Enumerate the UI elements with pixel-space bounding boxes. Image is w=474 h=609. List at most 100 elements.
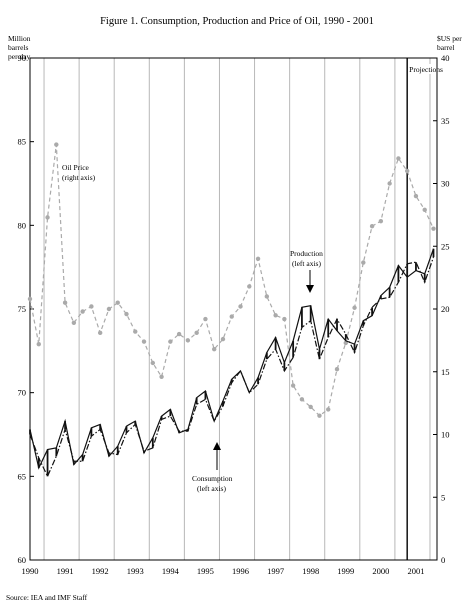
x-tick-label: 2000	[372, 566, 389, 576]
left-axis-label-line1: Million	[8, 34, 31, 43]
x-tick-label: 1995	[197, 566, 214, 576]
right-tick-label: 25	[441, 241, 450, 251]
projection-label-background	[408, 64, 449, 74]
oil-price-point	[422, 207, 427, 213]
oil-price-point	[238, 304, 243, 309]
left-tick-label: 80	[18, 220, 27, 230]
consumption-line	[29, 256, 435, 478]
oil-price-point	[150, 360, 156, 366]
oil-price-point	[273, 313, 278, 318]
oil-price-point	[106, 306, 112, 312]
oil-price-point	[334, 367, 340, 372]
plot-frame	[29, 57, 438, 561]
oil-price-point	[45, 215, 50, 220]
oil-price-point	[404, 168, 410, 174]
x-tick-label: 1999	[337, 566, 354, 576]
oil-price-point	[203, 316, 208, 322]
right-tick-label: 40	[441, 53, 450, 63]
x-tick-label: 1992	[92, 566, 109, 576]
right-tick-label: 15	[441, 367, 450, 377]
annotation-consumption: Consumption (left axis)	[192, 442, 233, 493]
oil-price-point	[159, 374, 164, 379]
oil-price-point	[89, 304, 94, 309]
oil-price-point	[97, 330, 103, 336]
projection-label: Projections	[409, 65, 443, 74]
x-tick-label: 1996	[232, 566, 249, 576]
left-axis-label-line2: barrels	[8, 43, 28, 52]
chart-title: Figure 1. Consumption, Production and Pr…	[100, 16, 374, 27]
right-tick-label: 20	[441, 304, 450, 314]
left-tick-label: 90	[18, 53, 27, 63]
oil-price-point	[80, 309, 85, 314]
oil-price-point	[255, 256, 261, 261]
year-gridlines	[43, 58, 431, 560]
oil-price-point	[229, 314, 234, 319]
oil-price-point	[62, 300, 68, 305]
oil-price-point	[308, 404, 313, 410]
oil-price-point	[212, 346, 217, 352]
oil-price-markers	[27, 142, 436, 418]
oil-price-point	[387, 181, 392, 186]
x-tick-label: 1990	[22, 566, 39, 576]
oil-price-point	[71, 320, 77, 326]
oil-price-point	[141, 339, 147, 344]
annotation-oil-price-line1: Oil Price	[62, 163, 90, 172]
oil-price-point	[264, 294, 270, 299]
production-line	[29, 248, 435, 470]
annotation-consumption-line2: (left axis)	[197, 484, 226, 493]
oil-price-point	[194, 330, 199, 336]
oil-price-point	[185, 338, 191, 343]
x-tick-label: 1994	[162, 566, 180, 576]
right-axis-label-line2: barrel	[437, 43, 455, 52]
annotation-production: Production (left axis)	[290, 249, 323, 293]
annotation-consumption-arrow-head	[213, 442, 221, 450]
right-tick-label: 0	[441, 555, 445, 565]
x-axis-ticks: 1990 1991 1992 1993 1994 1995 1996 1997 1998 1999…	[22, 566, 425, 576]
oil-price-point	[115, 300, 120, 305]
left-tick-label: 70	[18, 388, 27, 398]
x-tick-label: 1998	[302, 566, 319, 576]
x-tick-label: 1997	[267, 566, 284, 576]
annotation-consumption-line1: Consumption	[192, 474, 233, 483]
right-tick-label: 30	[441, 179, 450, 189]
oil-price-point	[36, 341, 41, 347]
left-tick-label: 65	[18, 471, 27, 481]
oil-price-point	[168, 339, 173, 344]
oil-price-point	[369, 223, 375, 229]
right-axis-ticks: 0 5 10 15 20 25 30 35 40	[433, 53, 450, 565]
annotation-oil-price-line2: (right axis)	[62, 173, 96, 182]
oil-price-point	[326, 407, 331, 412]
oil-price-point	[124, 311, 129, 317]
oil-price-line	[29, 144, 435, 417]
right-axis-label: $US per barrel	[437, 34, 462, 52]
oil-price-point	[54, 142, 59, 147]
oil-price-point	[299, 397, 305, 402]
annotation-oil-price: Oil Price (right axis)	[62, 163, 96, 182]
oil-price-point	[378, 218, 384, 224]
production-consumption-gap	[29, 248, 435, 477]
annotation-production-line1: Production	[290, 249, 323, 258]
left-axis-label-line3: per day	[8, 52, 31, 61]
oil-price-point	[133, 329, 138, 334]
oil-price-point	[282, 316, 287, 322]
oil-price-point	[352, 305, 357, 310]
right-tick-label: 5	[441, 492, 445, 502]
oil-price-point	[361, 260, 366, 265]
oil-price-point	[290, 383, 296, 388]
right-axis-label-line1: $US per	[437, 34, 462, 43]
right-tick-label: 10	[441, 430, 450, 440]
oil-price-point	[431, 226, 436, 231]
oil-price-point	[396, 156, 401, 161]
x-tick-label: 2001	[407, 566, 424, 576]
left-tick-label: 85	[18, 137, 27, 147]
oil-price-point	[413, 193, 419, 199]
x-tick-label: 1991	[57, 566, 74, 576]
left-tick-label: 75	[18, 304, 27, 314]
left-axis-label: Million barrels per day	[8, 34, 31, 61]
source-note: Source: IEA and IMF Staff	[6, 593, 88, 602]
left-axis-ticks: 60 65 70 75 80 85 90	[18, 53, 34, 565]
annotation-production-arrow-head	[306, 285, 314, 293]
right-tick-label: 35	[441, 116, 450, 126]
oil-price-point	[317, 413, 322, 418]
